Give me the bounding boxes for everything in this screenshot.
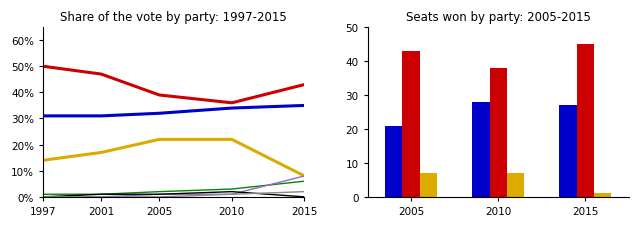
Bar	[403, 52, 420, 197]
Title: Seats won by party: 2005-2015: Seats won by party: 2005-2015	[406, 11, 591, 24]
Bar	[420, 173, 437, 197]
Bar	[472, 102, 490, 197]
Title: Share of the vote by party: 1997-2015: Share of the vote by party: 1997-2015	[60, 11, 287, 24]
Bar	[577, 45, 594, 197]
Bar	[385, 126, 403, 197]
Bar	[559, 106, 577, 197]
Bar	[594, 194, 611, 197]
Bar	[507, 173, 524, 197]
Bar	[490, 69, 507, 197]
